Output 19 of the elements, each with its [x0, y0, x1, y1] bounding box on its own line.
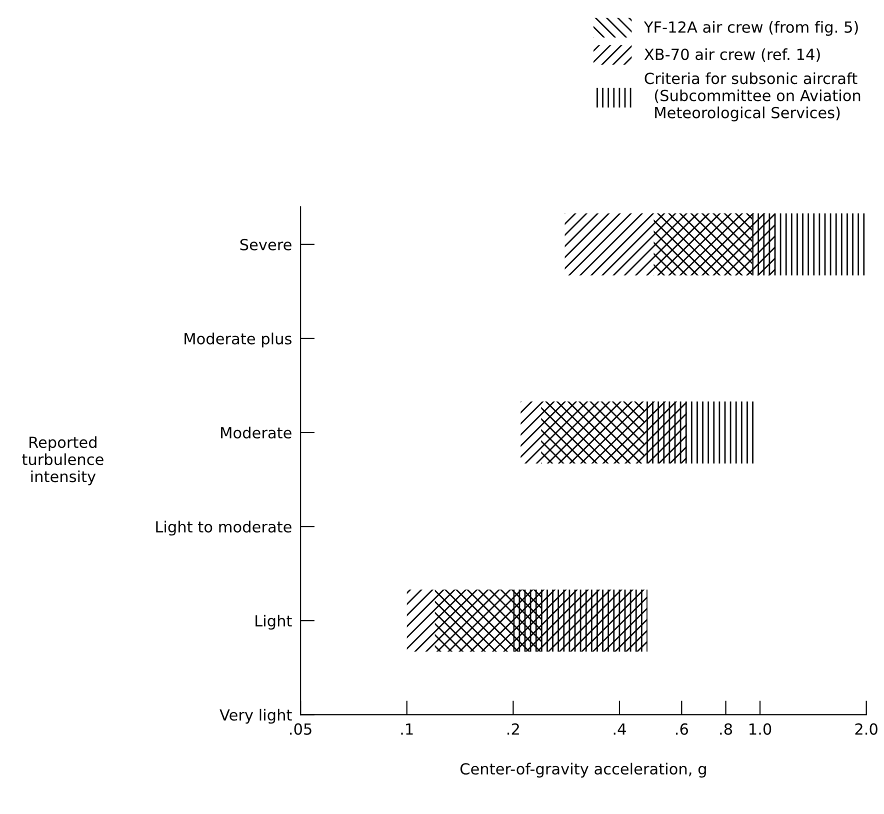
x-axis-title: Center-of-gravity acceleration, g [460, 762, 706, 778]
x-tick-label: .8 [720, 723, 732, 735]
y-axis-title: Reported turbulence intensity [22, 436, 104, 486]
legend-label: YF-12A air crew (from fig. 5) [644, 21, 858, 36]
x-tick-label: .4 [614, 723, 626, 735]
x-tick-label: .1 [401, 723, 413, 735]
y-tick-label: Very light [220, 708, 292, 724]
legend-label: XB-70 air crew (ref. 14) [644, 48, 820, 62]
x-tick-label: .2 [508, 723, 519, 735]
x-tick-label: .6 [676, 723, 688, 735]
y-tick-label: Light [256, 614, 292, 630]
x-tick-label: .05 [290, 723, 312, 735]
y-tick-label: Light to moderate [156, 520, 292, 536]
y-tick-label: Moderate plus [184, 332, 292, 348]
legend-label: Criteria for subsonic aircraft (Subcommittee on Aviation Meteorological Services) [644, 72, 860, 122]
y-tick-label: Moderate [221, 426, 292, 439]
x-tick-label: 1.0 [750, 723, 772, 735]
x-tick-label: 2.0 [855, 723, 878, 735]
y-tick-label: Severe [240, 238, 292, 250]
